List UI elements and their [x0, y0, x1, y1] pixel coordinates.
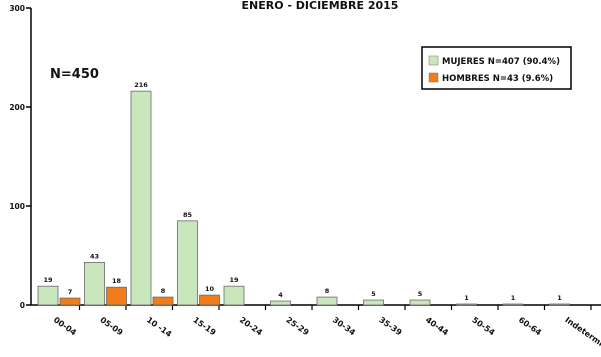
bars — [37, 90, 570, 306]
x-tick-label: 25-29 — [284, 315, 310, 337]
bar-mujeres — [84, 262, 105, 306]
y-tick-label: 100 — [9, 202, 25, 211]
data-label: 4 — [278, 291, 283, 299]
data-label: 18 — [112, 277, 122, 285]
x-tick-label: 50-54 — [470, 315, 496, 337]
y-tick-label: 0 — [20, 301, 25, 310]
bar-mujeres — [270, 300, 291, 306]
bar-mujeres — [363, 299, 384, 306]
bar-hombres — [199, 294, 220, 306]
x-tick-label: 40-44 — [424, 315, 450, 337]
data-label: 43 — [90, 252, 99, 260]
x-tick-label: 30-34 — [331, 315, 357, 337]
legend: MUJERES N=407 (90.4%) HOMBRES N=43 (9.6%… — [421, 46, 572, 90]
legend-swatch-hombres — [428, 72, 439, 83]
chart-title: ENERO - DICIEMBRE 2015 — [242, 0, 399, 12]
x-axis — [31, 304, 601, 310]
x-tick-label: Indetermin. — [563, 315, 601, 353]
x-tick-label: 05-09 — [98, 315, 124, 337]
bar-mujeres — [130, 90, 152, 306]
x-tick-label: 20-24 — [238, 315, 264, 337]
data-label: 5 — [371, 290, 376, 298]
x-tick-label: 60-64 — [517, 315, 543, 337]
data-label: 7 — [68, 288, 73, 296]
bar-mujeres — [177, 220, 198, 306]
x-tick-label: 00-04 — [52, 315, 78, 337]
bar-hombres — [152, 296, 174, 306]
bar-mujeres — [456, 303, 477, 306]
chart-annotation: N=450 — [50, 67, 99, 82]
x-tick-labels: 00-04 05-09 10 -14 15-19 20-24 25-29 30-34 35-3… — [52, 315, 601, 353]
bar-hombres — [59, 297, 81, 306]
data-label: 1 — [511, 294, 516, 302]
data-label: 1 — [557, 294, 562, 302]
legend-label-hombres: HOMBRES N=43 (9.6%) — [442, 74, 553, 84]
x-tick-label: 35-39 — [377, 315, 403, 337]
y-axis: 0 100 200 300 — [9, 4, 32, 310]
legend-swatch-mujeres — [428, 55, 439, 66]
data-label: 19 — [229, 276, 239, 284]
legend-box — [421, 46, 572, 90]
data-label: 19 — [43, 276, 53, 284]
bar-hombres — [106, 286, 127, 306]
y-tick-label: 300 — [9, 4, 25, 13]
bar-mujeres — [409, 299, 431, 306]
bar-mujeres — [223, 285, 245, 306]
bar-mujeres — [502, 303, 524, 306]
data-label: 8 — [325, 287, 330, 295]
data-label: 5 — [418, 290, 423, 298]
x-tick-label: 10 -14 — [145, 315, 174, 339]
data-label: 1 — [464, 294, 469, 302]
y-tick-label: 200 — [9, 103, 25, 112]
bar-mujeres — [316, 296, 338, 306]
bar-mujeres — [549, 303, 570, 306]
data-label: 216 — [134, 81, 148, 89]
bar-mujeres — [37, 285, 59, 306]
x-tick-label: 15-19 — [191, 315, 217, 337]
data-label: 8 — [161, 287, 166, 295]
legend-label-mujeres: MUJERES N=407 (90.4%) — [442, 57, 560, 67]
data-label: 85 — [183, 211, 193, 219]
data-label: 10 — [205, 285, 215, 293]
